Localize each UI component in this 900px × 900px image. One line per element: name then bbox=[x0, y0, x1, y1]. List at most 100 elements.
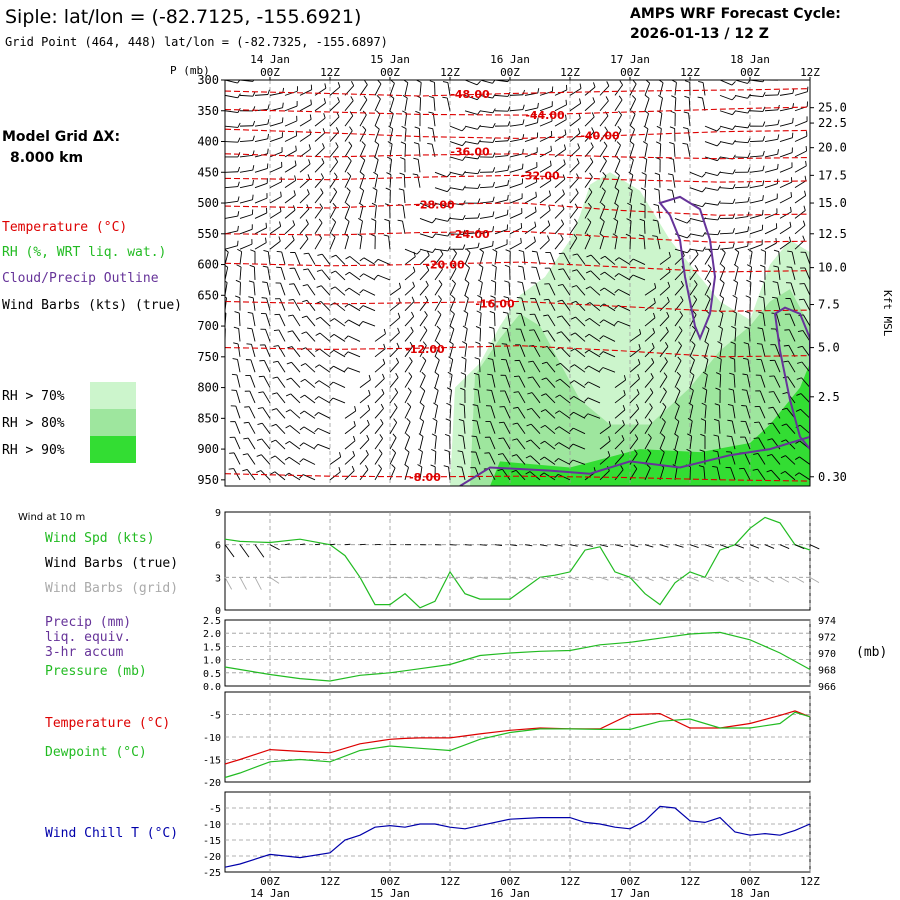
bottom-date-label-3: 17 Jan bbox=[610, 887, 650, 900]
wind-barb-shaft bbox=[494, 140, 509, 142]
wind10m-barb-true-1 bbox=[239, 544, 250, 558]
wind-barb-151 bbox=[288, 314, 301, 327]
wind-barb-shaft bbox=[759, 406, 766, 419]
wind-barb-shaft bbox=[614, 144, 621, 158]
wind-barb-300 bbox=[388, 110, 394, 127]
wind-barb-466 bbox=[479, 181, 495, 189]
wind-barb-flag bbox=[252, 91, 256, 97]
wind-barb-384 bbox=[434, 171, 451, 178]
wind-barb-shaft bbox=[703, 466, 706, 480]
wind-barb-968 bbox=[740, 420, 751, 434]
wind-barb-flag bbox=[802, 220, 806, 226]
wind-barb-920 bbox=[734, 108, 751, 114]
pressure-y2label: (mb) bbox=[856, 645, 887, 660]
wind-barb-shaft bbox=[419, 375, 426, 388]
wind-barb-shaft bbox=[434, 405, 439, 419]
wind-barb-326 bbox=[402, 94, 408, 111]
wind-barb-flag bbox=[250, 249, 256, 252]
wind-barb-flag bbox=[540, 424, 546, 429]
wind-barb-flag bbox=[420, 387, 426, 392]
wind-barb-flag bbox=[497, 453, 503, 456]
wind-barb-953 bbox=[749, 195, 764, 204]
wind-barb-66 bbox=[250, 249, 256, 265]
wind-barb-shaft bbox=[599, 175, 607, 188]
wind-barb-553 bbox=[517, 265, 526, 280]
wind-barb-213 bbox=[314, 443, 331, 450]
isotherm-label-0: -48.00 bbox=[450, 88, 490, 101]
wind-barb-524 bbox=[509, 237, 522, 250]
wind-barb-shaft bbox=[463, 420, 466, 434]
wind-barb-642 bbox=[555, 394, 571, 404]
wind-barb-337 bbox=[404, 266, 416, 281]
wind-barb-1039 bbox=[786, 266, 796, 281]
wind-barb-flag bbox=[543, 314, 549, 317]
wind-barb-flag bbox=[497, 468, 503, 471]
wind-barb-flag bbox=[427, 143, 433, 145]
wind-barb-shaft bbox=[629, 144, 635, 158]
wind-barb-shaft bbox=[374, 113, 381, 127]
wind-barb-flag bbox=[492, 137, 496, 143]
wind-barb-shaft bbox=[334, 318, 346, 327]
wind-barb-flag bbox=[502, 327, 508, 330]
wind10m-barb-grid-16 bbox=[464, 576, 473, 580]
isotherm-10 bbox=[225, 473, 810, 482]
wind-barb-264 bbox=[359, 389, 371, 404]
wind-barb-flag bbox=[599, 287, 605, 292]
wind-barb-848 bbox=[689, 246, 706, 252]
wind-barb-573 bbox=[539, 160, 552, 173]
wind-barb-816 bbox=[668, 157, 676, 173]
wind-barb-shaft bbox=[404, 97, 408, 111]
wind-barb-flag bbox=[475, 326, 481, 329]
wind-barb-shaft bbox=[464, 156, 478, 160]
wind-barb-420 bbox=[449, 294, 456, 311]
wind10m-barb-grid-34 bbox=[734, 576, 745, 583]
wind-barb-shaft bbox=[293, 283, 301, 296]
wind-barb-shaft bbox=[362, 321, 376, 327]
wind-barb-shaft bbox=[719, 328, 723, 342]
wind-barb-flag bbox=[531, 250, 537, 253]
wind-barb-flag bbox=[585, 270, 591, 274]
wind-barb-197 bbox=[329, 187, 338, 204]
wind-barb-shaft bbox=[419, 82, 422, 96]
wind-barb-shaft bbox=[359, 144, 366, 158]
wind-barb-flag bbox=[558, 268, 564, 271]
wind-barb-495 bbox=[494, 209, 509, 219]
wind-barb-shaft bbox=[419, 451, 423, 465]
wind-barb-shaft bbox=[254, 197, 268, 204]
wind-barb-flag bbox=[665, 326, 669, 332]
wind-barb-287 bbox=[374, 328, 386, 342]
wind-barb-855 bbox=[689, 341, 696, 357]
wind-barb-shaft bbox=[590, 270, 601, 281]
wind-barb-220 bbox=[344, 126, 353, 142]
wind-barb-112 bbox=[284, 130, 298, 142]
isotherm-label-8: -16.00 bbox=[475, 297, 515, 310]
wind-barb-395 bbox=[434, 325, 441, 342]
wind-barb-flag bbox=[587, 202, 592, 208]
wind-barb-flag bbox=[618, 110, 622, 116]
wind-barb-flag bbox=[666, 296, 670, 302]
wind-barb-flag bbox=[767, 438, 773, 441]
wind-barb-shaft bbox=[289, 441, 301, 450]
wind-barb-385 bbox=[434, 187, 451, 193]
wind-barb-10 bbox=[225, 225, 239, 235]
wind-barb-178 bbox=[301, 315, 316, 327]
wind-barb-shaft bbox=[288, 472, 301, 481]
wind-barb-474 bbox=[477, 294, 483, 311]
wind-barb-shaft bbox=[284, 224, 295, 235]
wind-barb-shaft bbox=[320, 316, 331, 327]
wind-barb-391 bbox=[434, 264, 443, 281]
wind-barb-shaft bbox=[420, 80, 421, 81]
wind-barb-flag bbox=[366, 434, 370, 440]
wind-barb-shaft bbox=[573, 427, 586, 435]
wind-barb-flag bbox=[256, 438, 262, 441]
wind-barb-12 bbox=[225, 249, 229, 265]
wind-barb-flag bbox=[540, 440, 545, 445]
wind-barb-634 bbox=[558, 268, 571, 281]
wind-barb-1078 bbox=[795, 456, 810, 465]
wind-barb-528 bbox=[503, 296, 511, 311]
wind-barb-438 bbox=[464, 169, 481, 175]
wind-barb-shaft bbox=[689, 451, 692, 465]
height-tick-label-2: 20.0 bbox=[818, 141, 847, 155]
cloud-outline-1 bbox=[773, 306, 810, 451]
wind-barb-shaft bbox=[530, 423, 541, 435]
